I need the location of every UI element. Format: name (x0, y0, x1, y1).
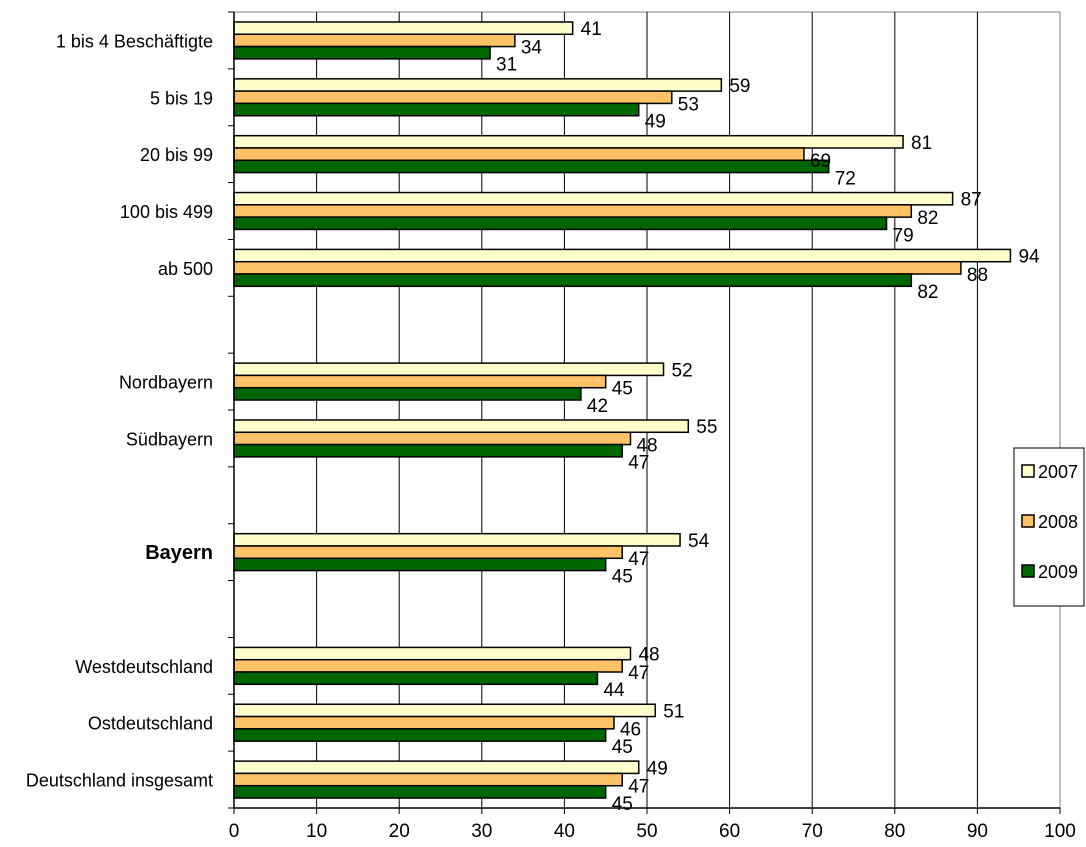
legend-label: 2009 (1038, 562, 1078, 582)
data-label: 53 (678, 94, 699, 115)
bar-2007 (233, 21, 574, 36)
data-label: 51 (663, 701, 684, 722)
bar-2008 (233, 658, 623, 673)
bar-2009 (233, 102, 640, 117)
x-tick-label: 0 (229, 821, 240, 842)
category-label: Nordbayern (119, 373, 213, 393)
bar-2007 (233, 532, 681, 547)
data-label: 49 (647, 758, 668, 779)
data-label: 49 (645, 112, 666, 133)
legend-swatch-2008 (1021, 514, 1035, 528)
data-label: 45 (612, 794, 633, 815)
data-label: 87 (961, 190, 982, 211)
bar-2008 (233, 33, 516, 48)
x-tick-label: 20 (389, 821, 410, 842)
data-label: 46 (620, 720, 641, 741)
legend-swatch-2007 (1021, 464, 1035, 478)
bar-2007 (233, 760, 640, 775)
x-tick-label: 90 (967, 821, 988, 842)
category-label: Südbayern (126, 429, 213, 449)
bar-2009 (233, 273, 913, 288)
x-tick-label: 70 (802, 821, 823, 842)
data-label: 45 (612, 737, 633, 758)
bar-2009 (233, 45, 491, 60)
axes: 0 10 20 30 40 50 60 70 80 90 100 1 bis 4 Beschäftig… (26, 11, 1076, 842)
data-label: 45 (612, 379, 633, 400)
data-label: 42 (587, 396, 608, 417)
bar-2009 (233, 216, 888, 231)
x-tick-label: 10 (306, 821, 327, 842)
data-labels: 4159818794525554485149345369828845484747… (496, 19, 1040, 815)
data-label: 72 (835, 168, 856, 189)
bar-2008 (233, 545, 623, 560)
bar-2008 (233, 260, 962, 275)
category-label: 5 bis 19 (150, 88, 213, 108)
data-label: 82 (917, 282, 938, 303)
bar-2008 (233, 204, 913, 218)
legend-label: 2007 (1038, 462, 1078, 482)
x-tick-label: 60 (719, 821, 740, 842)
data-label: 47 (628, 549, 649, 570)
x-tick-label: 40 (554, 821, 575, 842)
bar-2009 (233, 784, 607, 799)
category-label: 20 bis 99 (140, 145, 213, 165)
data-label: 69 (810, 151, 831, 172)
category-label: 100 bis 499 (120, 202, 213, 222)
bar-2008 (233, 715, 615, 730)
bar-2008 (233, 90, 673, 105)
bar-2009 (233, 557, 607, 572)
category-label: Ostdeutschland (88, 714, 213, 734)
data-label: 31 (496, 55, 517, 76)
bar-2007 (233, 191, 954, 206)
data-label: 44 (603, 680, 625, 701)
data-label: 47 (628, 777, 649, 798)
data-label: 94 (1018, 247, 1040, 268)
bar-2007 (233, 362, 665, 377)
bar-2007 (233, 248, 1012, 263)
bars (233, 21, 1012, 799)
data-label: 47 (628, 453, 649, 474)
data-label: 88 (967, 265, 988, 286)
data-label: 34 (521, 37, 543, 58)
data-label: 54 (688, 531, 710, 552)
bar-2008 (233, 147, 805, 162)
data-label: 79 (893, 225, 914, 246)
bar-2007 (233, 134, 904, 149)
category-label: Westdeutschland (75, 657, 213, 677)
category-label: 1 bis 4 Beschäftigte (56, 31, 213, 51)
bar-2007 (233, 78, 723, 92)
legend-label: 2008 (1038, 512, 1078, 532)
bar-2009 (233, 728, 607, 742)
category-label: ab 500 (158, 259, 213, 279)
bar-2009 (233, 443, 623, 458)
bar-2008 (233, 772, 623, 787)
x-tick-label: 30 (471, 821, 492, 842)
data-label: 55 (696, 417, 717, 438)
category-label: Bayern (145, 542, 213, 564)
data-label: 59 (729, 76, 750, 97)
data-label: 45 (612, 566, 633, 587)
data-label: 47 (628, 663, 649, 684)
x-tick-label: 50 (636, 821, 657, 842)
x-tick-label: 80 (884, 821, 905, 842)
legend: 2007 2008 2009 (1013, 447, 1085, 607)
legend-swatch-2009 (1021, 564, 1035, 578)
bar-2007 (233, 646, 632, 661)
data-label: 81 (911, 133, 932, 154)
x-tick-label: 100 (1044, 821, 1076, 842)
bar-2009 (233, 386, 582, 401)
data-label: 82 (917, 208, 938, 229)
category-label: Deutschland insgesamt (26, 771, 213, 791)
bar-2009 (233, 671, 599, 686)
bar-2008 (233, 374, 607, 389)
data-label: 41 (581, 19, 602, 40)
data-label: 52 (672, 360, 693, 381)
bar-2007 (233, 419, 690, 434)
bar-2007 (233, 703, 657, 718)
data-label: 48 (638, 645, 659, 666)
bar-2008 (233, 431, 632, 446)
bar-2009 (233, 159, 830, 174)
data-label: 48 (636, 435, 657, 456)
